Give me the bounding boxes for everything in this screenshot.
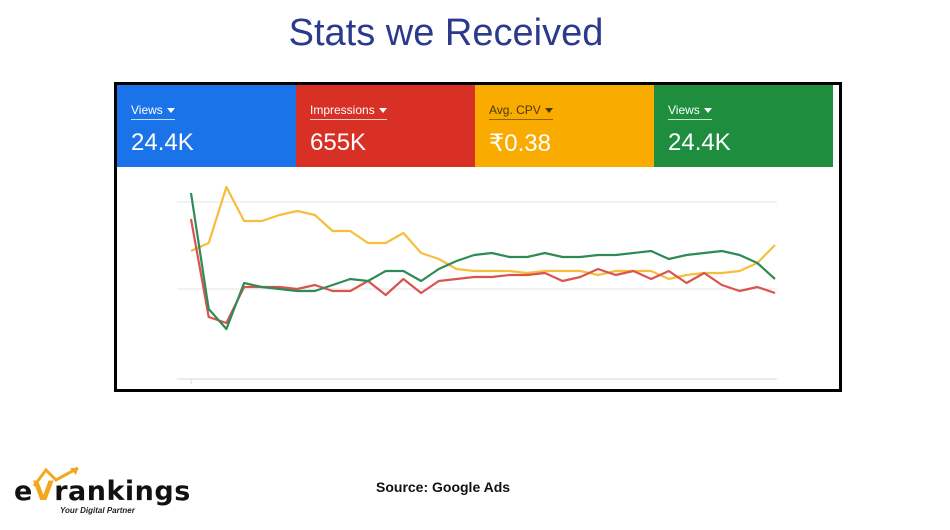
metric-selector[interactable]: Views <box>131 103 175 120</box>
metric-label: Views <box>668 103 700 117</box>
series-line-2 <box>189 218 776 325</box>
metric-selector[interactable]: Avg. CPV <box>489 103 553 120</box>
performance-line-chart <box>177 185 777 384</box>
caret-down-icon <box>166 107 175 113</box>
metric-card-avg-cpv[interactable]: Avg. CPV ₹0.38 <box>475 85 654 167</box>
metric-card-views[interactable]: Views 24.4K <box>117 85 296 167</box>
caret-down-icon <box>544 107 553 113</box>
logo-letter-v: V <box>32 476 55 507</box>
slide-title: Stats we Received <box>288 12 604 54</box>
logo-wordmark: eVrankings <box>14 476 191 507</box>
caret-down-icon <box>703 107 712 113</box>
metric-card-views-2[interactable]: Views 24.4K <box>654 85 833 167</box>
metric-label: Views <box>131 103 163 117</box>
logo-arrow-icon <box>32 466 79 487</box>
logo-tagline: Your Digital Partner <box>60 506 135 515</box>
series-line-1 <box>190 185 776 281</box>
metric-value: 655K <box>310 129 367 156</box>
metric-selector[interactable]: Impressions <box>310 103 387 120</box>
google-ads-screenshot: Views 24.4K Impressions 655K Avg. CPV ₹0… <box>114 82 842 392</box>
metric-label: Avg. CPV <box>489 103 541 117</box>
metric-cards: Views 24.4K Impressions 655K Avg. CPV ₹0… <box>117 85 833 167</box>
metric-label: Impressions <box>310 103 375 117</box>
logo-letter-e: e <box>14 476 33 507</box>
caret-down-icon <box>378 107 387 113</box>
logo-word: rankings <box>54 476 191 507</box>
series-line-3 <box>189 192 776 331</box>
metric-selector[interactable]: Views <box>668 103 712 120</box>
series-layer <box>189 185 776 331</box>
evrankings-logo: eVrankings Your Digital Partner <box>14 466 190 522</box>
metric-value: ₹0.38 <box>489 130 551 157</box>
metric-value: 24.4K <box>668 129 731 156</box>
source-caption: Source: Google Ads <box>376 479 511 495</box>
metric-value: 24.4K <box>131 129 194 156</box>
metric-card-impressions[interactable]: Impressions 655K <box>296 85 475 167</box>
